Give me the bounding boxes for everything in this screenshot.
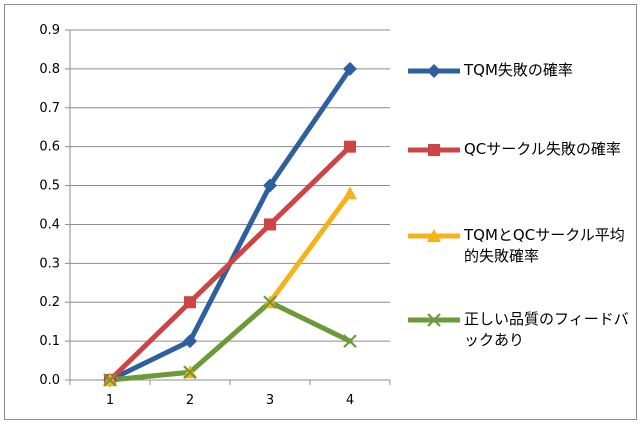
y-tick-label: 0.1 xyxy=(39,334,60,349)
series-line-3 xyxy=(107,190,353,383)
y-tick-label: 0.7 xyxy=(39,101,60,116)
legend: TQM失敗の確率 QCサークル失敗の確率 TQMとQCサークル平均的失敗確率 正… xyxy=(404,0,634,420)
data-point-series-4 xyxy=(103,373,117,387)
data-point-series-2 xyxy=(184,296,196,309)
legend-entry-average: TQMとQCサークル平均的失敗確率 xyxy=(404,225,634,267)
x-tick-label: 3 xyxy=(266,393,274,408)
legend-marker xyxy=(427,229,441,242)
y-tick-label: 0.8 xyxy=(39,62,60,77)
y-tick-label: 0.5 xyxy=(39,179,60,194)
y-tick-label: 0.9 xyxy=(39,23,60,38)
legend-entry-tqm: TQM失敗の確率 xyxy=(404,60,634,82)
data-point-series-2 xyxy=(344,140,356,153)
chart-frame xyxy=(4,4,637,420)
legend-marker xyxy=(428,144,440,156)
x-tick-label: 2 xyxy=(186,393,194,408)
legend-marker xyxy=(427,313,441,327)
data-point-series-4 xyxy=(343,334,357,348)
y-tick-label: 0.0 xyxy=(39,373,60,388)
legend-marker xyxy=(427,64,441,78)
legend-label-tqm: TQM失敗の確率 xyxy=(464,61,573,79)
x-tick-label: 4 xyxy=(346,393,354,408)
legend-label-average: TQMとQCサークル平均的失敗確率 xyxy=(464,226,625,265)
x-tick-label: 1 xyxy=(106,393,114,408)
legend-swatch-qc xyxy=(408,144,460,156)
series-line-4 xyxy=(107,299,353,383)
data-point-series-3 xyxy=(343,186,357,200)
data-point-series-2 xyxy=(264,218,276,231)
y-tick-label: 0.3 xyxy=(39,256,60,271)
legend-entry-feedback: 正しい品質のフィードバックあり xyxy=(404,309,634,351)
legend-entry-qc: QCサークル失敗の確率 xyxy=(404,139,634,161)
data-point-series-1 xyxy=(263,178,277,193)
y-tick-label: 0.6 xyxy=(39,140,60,155)
y-tick-label: 0.4 xyxy=(39,217,60,232)
series-line-2 xyxy=(107,144,353,383)
legend-swatch-feedback xyxy=(408,313,460,327)
y-tick-label: 0.2 xyxy=(39,295,60,310)
data-point-series-1 xyxy=(343,61,357,76)
legend-label-feedback: 正しい品質のフィードバックあり xyxy=(464,310,629,349)
legend-label-qc: QCサークル失敗の確率 xyxy=(464,140,621,158)
data-point-series-4 xyxy=(183,365,197,379)
legend-swatch-tqm xyxy=(408,64,460,78)
data-point-series-4 xyxy=(263,295,277,309)
legend-swatch-average xyxy=(408,229,460,242)
data-point-series-1 xyxy=(183,334,197,349)
